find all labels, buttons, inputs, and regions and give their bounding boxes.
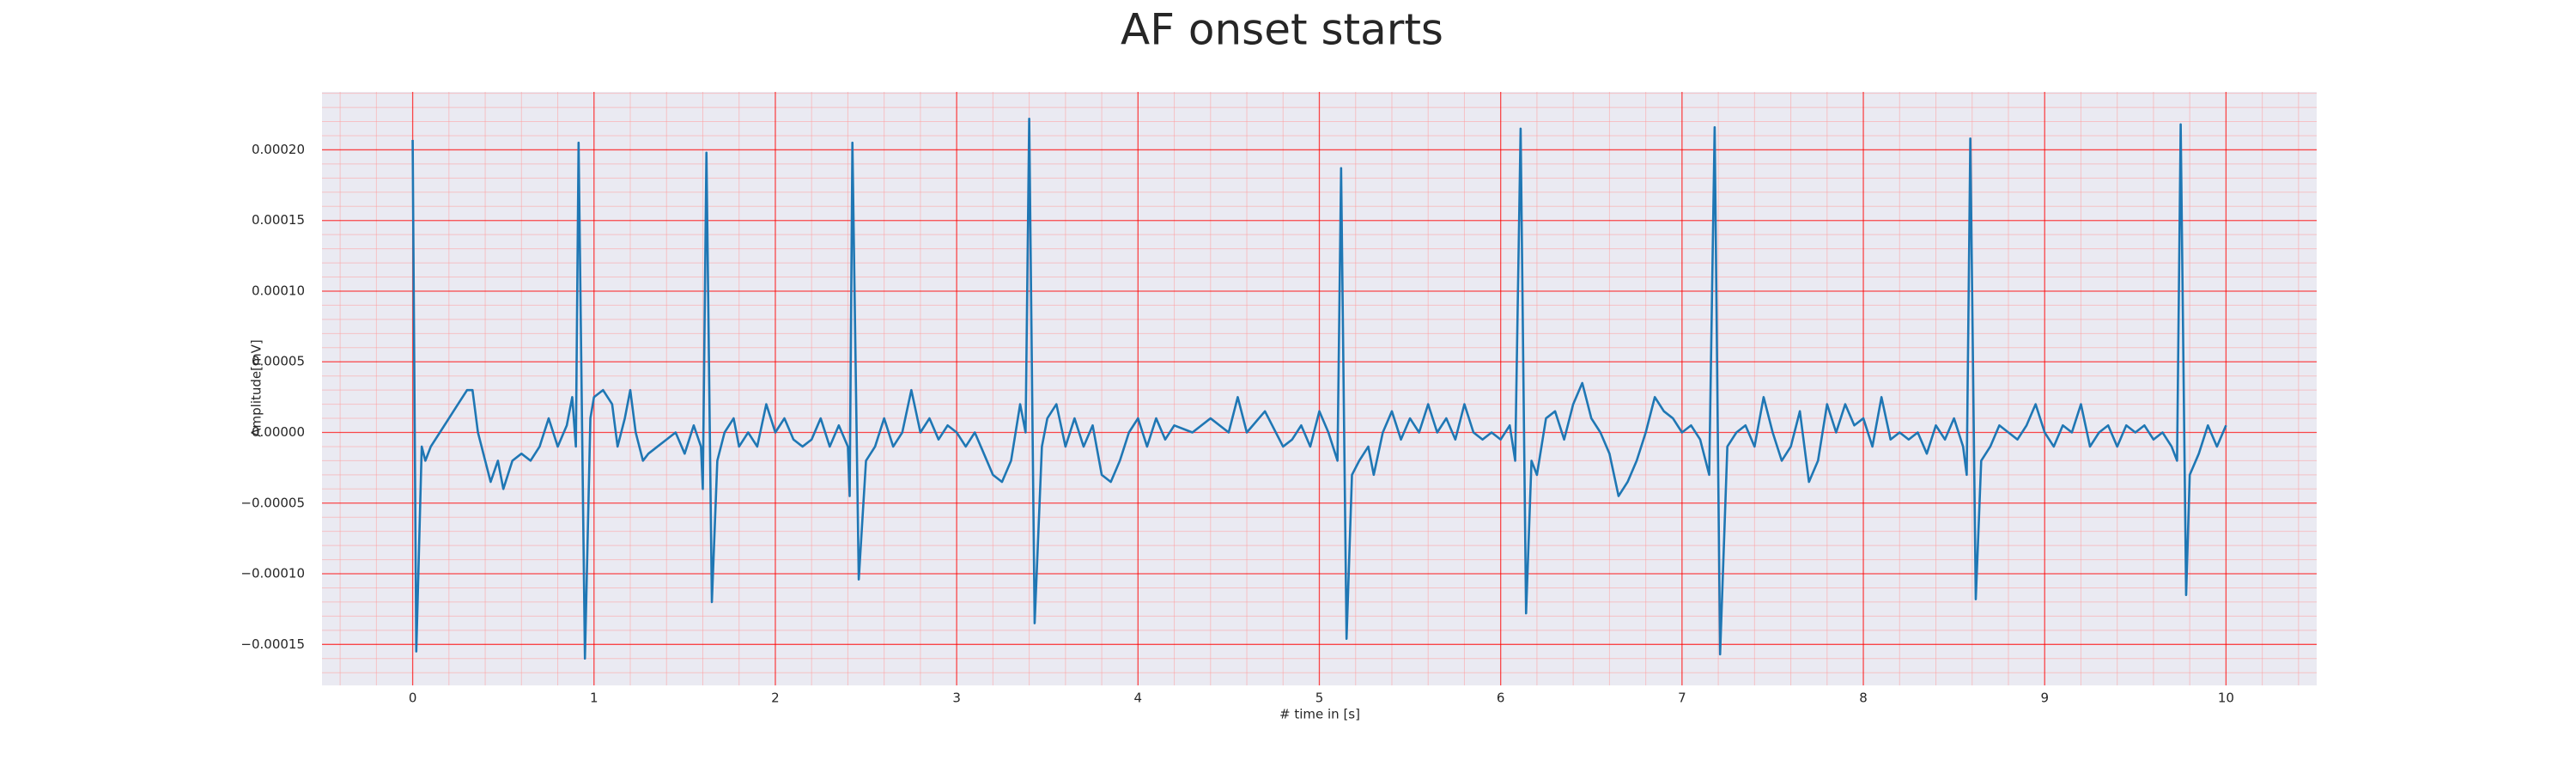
y-tick-label: 0.00010 [252, 283, 305, 298]
x-tick-label: 10 [2218, 691, 2234, 706]
x-tick-label: 0 [409, 691, 417, 706]
signal-line [411, 117, 2227, 660]
y-tick-label: 0.00020 [252, 142, 305, 157]
x-tick-label: 7 [1678, 691, 1686, 706]
x-tick-label: 3 [952, 691, 961, 706]
x-tick-label: 9 [2040, 691, 2049, 706]
chart-title: AF onset starts [1121, 5, 1443, 55]
x-axis-label: # time in [s] [1279, 707, 1360, 722]
y-tick-label: −0.00010 [240, 566, 305, 581]
y-tick-label: 0.00000 [252, 424, 305, 440]
y-tick-label: −0.00005 [240, 495, 305, 510]
x-tick-label: 2 [771, 691, 780, 706]
y-tick-label: 0.00005 [252, 354, 305, 369]
y-axis-label: Amplitude[mV] [249, 339, 264, 436]
x-tick-label: 5 [1315, 691, 1324, 706]
x-tick-label: 8 [1859, 691, 1868, 706]
y-tick-label: −0.00015 [240, 636, 305, 652]
y-tick-label: 0.00015 [252, 212, 305, 228]
x-tick-label: 4 [1134, 691, 1143, 706]
x-tick-label: 1 [590, 691, 598, 706]
x-tick-label: 6 [1497, 691, 1505, 706]
